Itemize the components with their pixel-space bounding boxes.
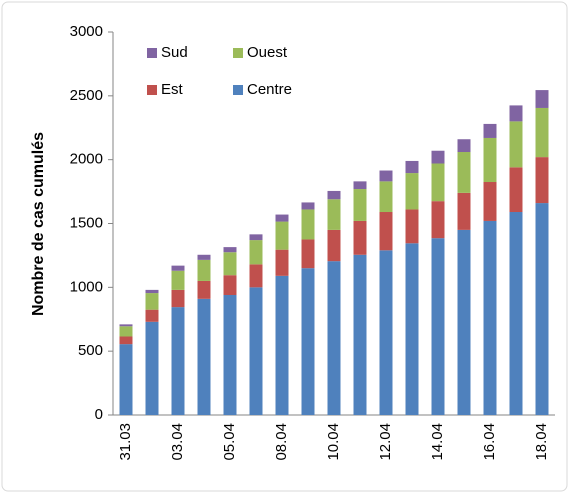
bar-segment [535, 107, 549, 158]
bar-segment [405, 160, 419, 174]
x-tick-label: 12.04 [377, 423, 394, 461]
y-tick-label: 1500 [70, 214, 103, 231]
bar-segment [249, 287, 263, 415]
bar-segment [197, 280, 211, 299]
bar-segment [223, 294, 237, 415]
bar-segment [249, 234, 263, 241]
legend-swatch [233, 85, 243, 95]
bar-segment [483, 182, 497, 221]
x-tick-label: 03.04 [169, 423, 186, 461]
bar-segment [275, 221, 289, 250]
bar-segment [119, 336, 133, 345]
bar-segment [353, 254, 367, 415]
bar-segment [171, 265, 185, 271]
bar-segment [457, 139, 471, 153]
bar-segment [275, 249, 289, 276]
bar-segment [249, 264, 263, 288]
bar-segment [509, 212, 523, 415]
bar-segment [145, 293, 159, 310]
x-tick-label: 05.04 [221, 423, 238, 461]
bar-segment [535, 90, 549, 108]
y-tick-label: 3000 [70, 23, 103, 40]
bar-segment [197, 254, 211, 260]
bar-segment [301, 239, 315, 269]
x-tick-label: 31.03 [117, 423, 134, 461]
bar-segment [145, 289, 159, 294]
bar-segment [535, 203, 549, 415]
bar-segment [379, 170, 393, 182]
bar-segment [509, 167, 523, 213]
bar-segment [145, 321, 159, 415]
bar-segment [379, 250, 393, 415]
bar-segment [509, 105, 523, 122]
legend-label: Centre [247, 81, 292, 98]
bar-segment [353, 181, 367, 190]
bar-segment [171, 289, 185, 308]
bar-segment [483, 123, 497, 138]
legend-swatch [147, 48, 157, 58]
x-tick-label: 14.04 [429, 423, 446, 461]
y-tick-label: 2000 [70, 151, 103, 168]
bar-segment [171, 307, 185, 415]
bar-segment [275, 214, 289, 222]
bar-segment [353, 220, 367, 255]
bar-segment [119, 344, 133, 415]
legend-label: Ouest [247, 44, 288, 61]
y-tick-label: 500 [78, 342, 103, 359]
bar-segment [405, 173, 419, 210]
bar-segment [197, 259, 211, 281]
y-tick-label: 0 [95, 406, 103, 423]
bar-segment [119, 324, 133, 327]
bar-segment [353, 189, 367, 221]
bar-segment [249, 240, 263, 265]
bar-segment [535, 157, 549, 204]
bar-segment [431, 238, 445, 415]
bar-segment [275, 275, 289, 415]
bar-segment [431, 150, 445, 164]
bar-segment [457, 152, 471, 193]
bar-segment [431, 201, 445, 239]
bar-segment [119, 326, 133, 337]
x-tick-label: 10.04 [325, 423, 342, 461]
y-axis-label: Nombre de cas cumulés [30, 132, 47, 316]
bar-segment [327, 229, 341, 262]
bar-segment [301, 209, 315, 240]
bar-segment [483, 220, 497, 415]
legend-label: Est [161, 81, 184, 98]
bar-segment [483, 137, 497, 183]
bar-segment [379, 181, 393, 213]
bar-segment [405, 209, 419, 244]
bar-segment [301, 268, 315, 415]
y-tick-label: 2500 [70, 87, 103, 104]
bar-segment [145, 309, 159, 322]
bar-segment [379, 212, 393, 251]
legend-swatch [233, 48, 243, 58]
bar-segment [197, 298, 211, 415]
bar-segment [223, 247, 237, 253]
bar-segment [223, 275, 237, 295]
bar-segment [327, 199, 341, 230]
bar-segment [171, 270, 185, 290]
bar-segment [431, 163, 445, 202]
legend-swatch [147, 85, 157, 95]
x-tick-label: 16.04 [481, 423, 498, 461]
bar-segment [405, 243, 419, 415]
x-tick-label: 18.04 [533, 423, 550, 461]
legend-label: Sud [161, 44, 188, 61]
bar-segment [327, 190, 341, 200]
bar-segment [509, 121, 523, 168]
bar-segment [223, 252, 237, 276]
bar-segment [457, 192, 471, 230]
x-tick-label: 08.04 [273, 423, 290, 461]
bar-segment [301, 202, 315, 210]
bar-segment [327, 261, 341, 415]
bar-segment [457, 229, 471, 415]
y-tick-label: 1000 [70, 278, 103, 295]
